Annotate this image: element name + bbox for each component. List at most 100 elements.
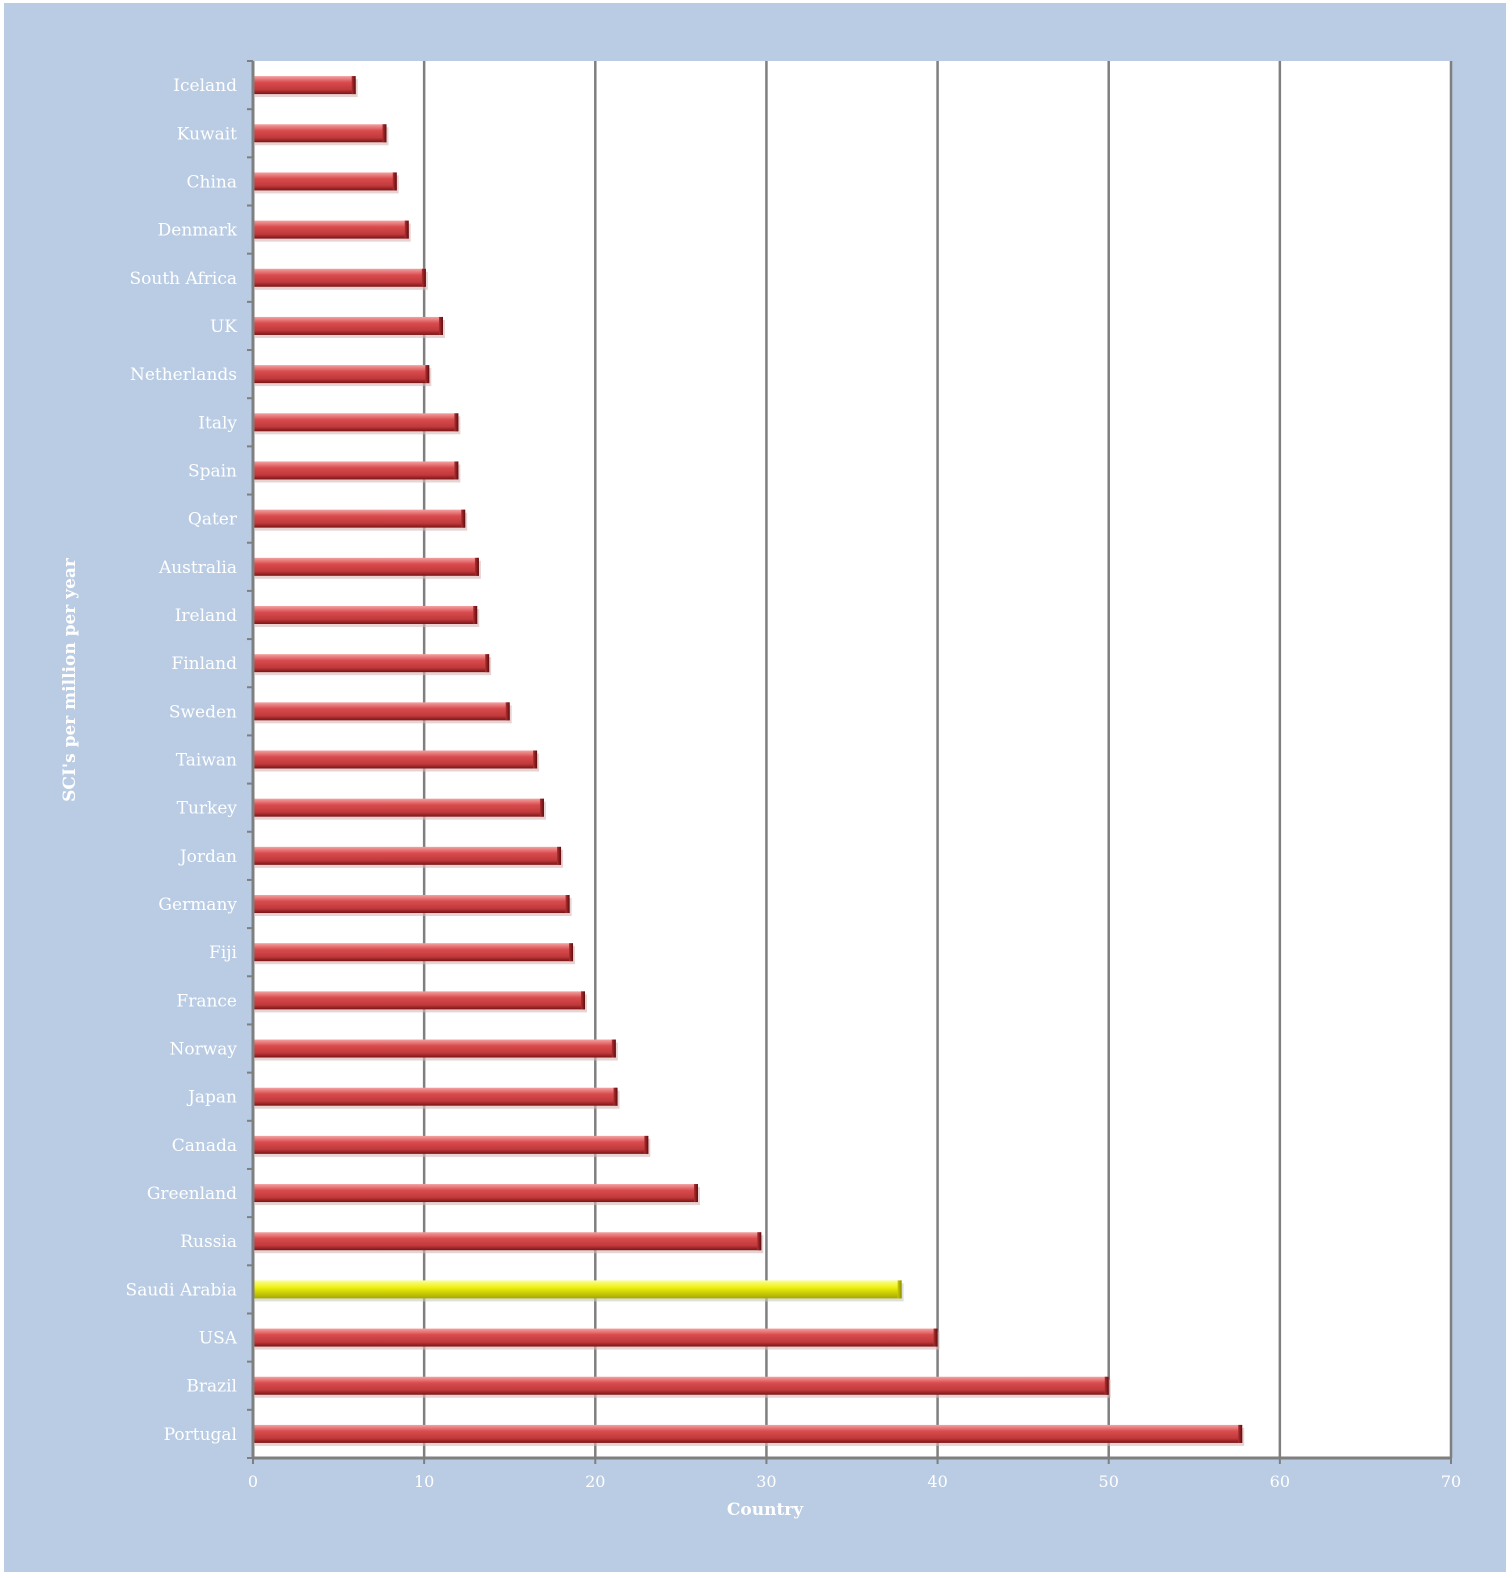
bar-end-cap — [565, 895, 570, 914]
category-label: Canada — [172, 1136, 237, 1156]
bar-end-cap — [557, 846, 562, 865]
bar-body — [253, 605, 478, 624]
bar-turkey — [253, 798, 546, 820]
bar-body — [253, 1087, 618, 1106]
category-label: Taiwan — [176, 751, 237, 771]
bar-germany — [253, 895, 572, 917]
bar-fiji — [253, 943, 576, 965]
bar-body — [253, 1424, 1243, 1443]
bar-body — [253, 991, 586, 1010]
bar-body — [253, 654, 490, 673]
bar-spain — [253, 461, 461, 483]
bar-end-cap — [404, 220, 409, 239]
bar-body — [253, 557, 479, 576]
bar-end-cap — [421, 268, 426, 287]
category-label: Brazil — [186, 1377, 237, 1397]
bar-taiwan — [253, 750, 540, 772]
bar-end-cap — [897, 1280, 902, 1299]
bar-uk — [253, 316, 445, 338]
bar-finland — [253, 654, 492, 676]
category-label: Qater — [188, 510, 238, 530]
bar-qater — [253, 509, 468, 531]
bar-body — [253, 172, 397, 191]
bar-greenland — [253, 1184, 700, 1206]
category-label: Jordan — [178, 847, 237, 867]
bar-kuwait — [253, 124, 389, 146]
bar-end-cap — [933, 1328, 938, 1347]
x-tick-labels: 0 10 20 30 40 50 60 70 — [248, 1472, 1461, 1491]
bar-end-cap — [425, 365, 430, 384]
category-label: South Africa — [129, 269, 237, 289]
bars — [253, 76, 1245, 1446]
bar-body — [253, 1232, 762, 1251]
bar-body — [253, 316, 443, 335]
bar-end-cap — [613, 1087, 618, 1106]
bar-end-cap — [644, 1135, 649, 1154]
bar-end-cap — [693, 1184, 698, 1203]
bar-portugal — [253, 1424, 1245, 1446]
category-label: Greenland — [147, 1184, 237, 1204]
bar-body — [253, 798, 544, 817]
bar-body — [253, 943, 574, 962]
bar-end-cap — [611, 1039, 616, 1058]
bar-canada — [253, 1135, 651, 1157]
bar-body — [253, 750, 538, 769]
bar-end-cap — [569, 943, 574, 962]
bar-body — [253, 1184, 698, 1203]
bar-body — [253, 509, 466, 528]
x-tick-label: 10 — [414, 1472, 434, 1491]
bar-end-cap — [581, 991, 586, 1010]
bar-australia — [253, 557, 481, 579]
category-label: Iceland — [173, 76, 237, 96]
bar-body — [253, 1328, 938, 1347]
category-label: Japan — [186, 1088, 237, 1108]
x-tick-label: 40 — [927, 1472, 947, 1491]
x-tick-label: 0 — [248, 1472, 258, 1491]
bar-end-cap — [454, 413, 459, 432]
bar-end-cap — [351, 76, 356, 95]
bar-end-cap — [539, 798, 544, 817]
category-label: Norway — [169, 1040, 237, 1060]
gridlines — [422, 61, 1453, 1458]
bar-usa — [253, 1328, 940, 1350]
category-label: Portugal — [164, 1425, 237, 1445]
bar-end-cap — [392, 172, 397, 191]
bar-russia — [253, 1232, 764, 1254]
bar-body — [253, 268, 426, 287]
category-label: Finland — [171, 654, 237, 674]
bar-end-cap — [757, 1232, 762, 1251]
bar-norway — [253, 1039, 618, 1061]
bar-chart: Iceland Kuwait China Denmark South Africa UK N… — [60, 60, 1461, 1520]
y-axis-title: SCI's per million per year — [60, 557, 80, 802]
bar-end-cap — [485, 654, 490, 673]
category-label: Sweden — [169, 702, 237, 722]
category-label: Kuwait — [177, 124, 237, 144]
bar-japan — [253, 1087, 620, 1109]
category-label: Ireland — [175, 606, 237, 626]
x-axis-title: Country — [727, 1500, 804, 1520]
bar-body — [253, 365, 430, 384]
category-label: Netherlands — [130, 365, 237, 385]
bar-sweden — [253, 702, 512, 724]
category-label: UK — [210, 317, 237, 337]
bar-body — [253, 1135, 649, 1154]
category-label: Turkey — [177, 799, 238, 819]
bar-body — [253, 702, 510, 721]
bar-saudi-arabia — [253, 1280, 904, 1302]
bar-brazil — [253, 1376, 1111, 1398]
bar-jordan — [253, 846, 564, 868]
bar-italy — [253, 413, 461, 435]
category-labels: Iceland Kuwait China Denmark South Africa UK N… — [126, 76, 238, 1445]
x-tick-label: 70 — [1441, 1472, 1461, 1491]
bar-end-cap — [454, 461, 459, 480]
x-tick-label: 20 — [585, 1472, 605, 1491]
bar-end-cap — [382, 124, 387, 143]
bar-body — [253, 76, 356, 95]
category-label: Spain — [188, 461, 237, 481]
bar-end-cap — [438, 316, 443, 335]
bar-body — [253, 461, 459, 480]
bar-end-cap — [473, 605, 478, 624]
bar-south-africa — [253, 268, 428, 290]
bar-china — [253, 172, 399, 194]
bar-france — [253, 991, 588, 1013]
